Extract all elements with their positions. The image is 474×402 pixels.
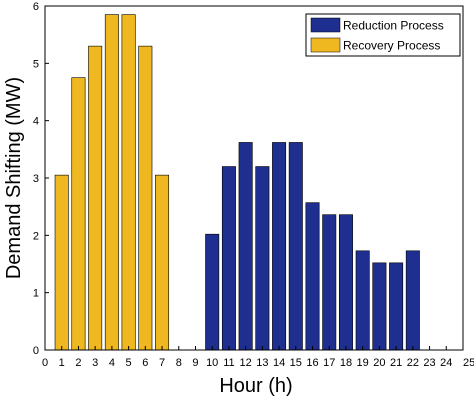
y-tick-label: 2 (33, 230, 39, 242)
x-tick-label: 21 (390, 357, 402, 369)
bar-reduction-hour-13 (255, 166, 270, 351)
y-axis-label: Demand Shifting (MW) (3, 77, 25, 279)
y-tick-label: 1 (33, 288, 39, 300)
y-tick-label: 5 (33, 58, 39, 70)
x-axis-label: Hour (h) (219, 375, 292, 397)
bar-reduction-hour-16 (305, 202, 320, 351)
bar-reduction-hour-22 (405, 250, 420, 351)
x-tick-label: 18 (340, 357, 352, 369)
y-tick-label: 6 (33, 1, 39, 13)
bar-recovery-hour-7 (155, 174, 170, 351)
x-tick-label: 1 (59, 357, 65, 369)
x-tick-label: 12 (240, 357, 252, 369)
axes-frame (44, 5, 464, 351)
plot-area (54, 14, 420, 351)
legend-swatch-recovery (310, 37, 341, 53)
x-tick-label: 7 (159, 357, 165, 369)
bar-reduction-hour-10 (205, 233, 220, 351)
legend: Reduction Process Recovery Process (305, 13, 461, 57)
x-tick-label: 22 (407, 357, 419, 369)
bar-reduction-hour-20 (372, 262, 387, 351)
x-tick-label: 9 (192, 357, 198, 369)
legend-label-reduction: Reduction Process (343, 19, 444, 33)
x-tick-label: 11 (223, 357, 234, 369)
x-tick-label: 25 (463, 357, 474, 369)
x-tick-label: 4 (109, 357, 115, 369)
legend-label-recovery: Recovery Process (343, 39, 440, 53)
axis-ticks: 0 1 2 3 4 5 6 7 8 9 10 11 12 13 14 15 16 17 18 19 20 21 22 23 24… (33, 1, 474, 369)
y-tick-label: 3 (33, 173, 39, 185)
x-tick-label: 19 (357, 357, 369, 369)
bar-recovery-hour-1 (54, 174, 69, 351)
x-tick-label: 14 (273, 357, 285, 369)
x-tick-label: 20 (373, 357, 385, 369)
bar-recovery-hour-5 (121, 14, 136, 351)
x-tick-label: 24 (440, 357, 452, 369)
bar-reduction-hour-21 (389, 262, 404, 351)
x-tick-label: 16 (306, 357, 318, 369)
bar-recovery-hour-3 (88, 45, 103, 351)
x-tick-label: 13 (256, 357, 268, 369)
x-tick-label: 2 (75, 357, 81, 369)
bar-recovery-hour-2 (71, 77, 86, 351)
bar-reduction-hour-17 (322, 214, 337, 351)
bar-reduction-hour-19 (355, 250, 370, 351)
bar-reduction-hour-15 (288, 142, 303, 351)
bar-recovery-hour-4 (104, 14, 119, 351)
x-tick-label: 6 (142, 357, 148, 369)
bar-reduction-hour-14 (272, 142, 287, 351)
y-tick-label: 4 (33, 116, 39, 128)
x-tick-label: 8 (176, 357, 182, 369)
bar-reduction-hour-11 (221, 166, 236, 351)
x-tick-label: 15 (290, 357, 302, 369)
x-tick-label: 23 (423, 357, 435, 369)
x-tick-label: 17 (323, 357, 335, 369)
x-tick-label: 10 (206, 357, 218, 369)
legend-swatch-reduction (310, 17, 341, 33)
bar-recovery-hour-6 (138, 45, 153, 351)
bar-reduction-hour-18 (338, 214, 353, 351)
x-tick-label: 5 (126, 357, 132, 369)
x-tick-label: 0 (42, 357, 48, 369)
bar-reduction-hour-12 (238, 142, 253, 351)
x-tick-label: 3 (92, 357, 98, 369)
y-tick-label: 0 (33, 345, 39, 357)
